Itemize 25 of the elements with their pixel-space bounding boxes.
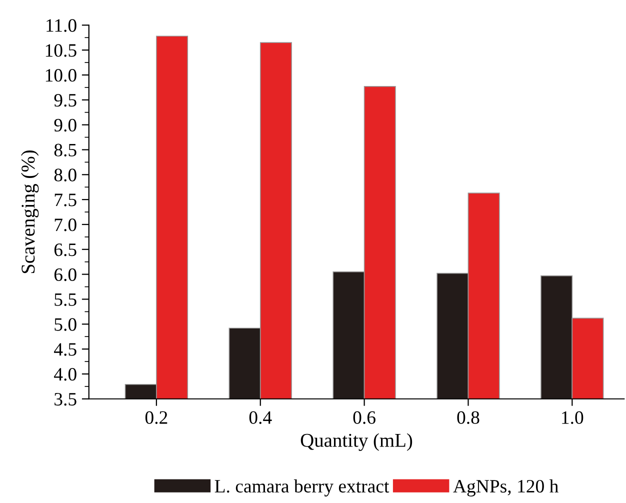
y-tick-label: 8.0 (54, 168, 76, 182)
y-tick-label: 8.5 (54, 144, 76, 156)
y-tick-label: 10.0 (46, 69, 76, 82)
y-tick-label: 11.0 (46, 19, 76, 32)
y-axis-title: Scavenging (%) (21, 150, 39, 274)
y-tick-label: 9.0 (54, 118, 76, 132)
y-tick-label: 10.5 (46, 44, 76, 57)
y-tick-label: 7.0 (54, 218, 76, 232)
legend-label: L. camara berry extract (214, 479, 390, 496)
y-tick-label: 5.5 (54, 293, 76, 306)
y-tick-label: 6.0 (54, 268, 76, 282)
y-tick-label: 9.5 (54, 94, 76, 107)
y-tick-label: 5.0 (54, 318, 76, 331)
y-tick-label: 3.5 (54, 392, 76, 406)
y-tick-label: 7.5 (54, 194, 76, 206)
y-tick-label: 4.0 (54, 368, 76, 381)
x-tick-label: 0.2 (145, 411, 168, 424)
y-tick-label: 4.5 (54, 343, 76, 356)
x-tick-label: 0.4 (249, 411, 272, 424)
legend-label: AgNPs, 120 h (453, 479, 558, 496)
y-tick-label: 6.5 (54, 243, 76, 256)
x-tick-label: 1.0 (562, 411, 584, 424)
x-tick-label: 0.8 (457, 411, 480, 424)
x-tick-label: 0.6 (353, 411, 376, 424)
x-axis-title: Quantity (mL) (300, 433, 412, 451)
